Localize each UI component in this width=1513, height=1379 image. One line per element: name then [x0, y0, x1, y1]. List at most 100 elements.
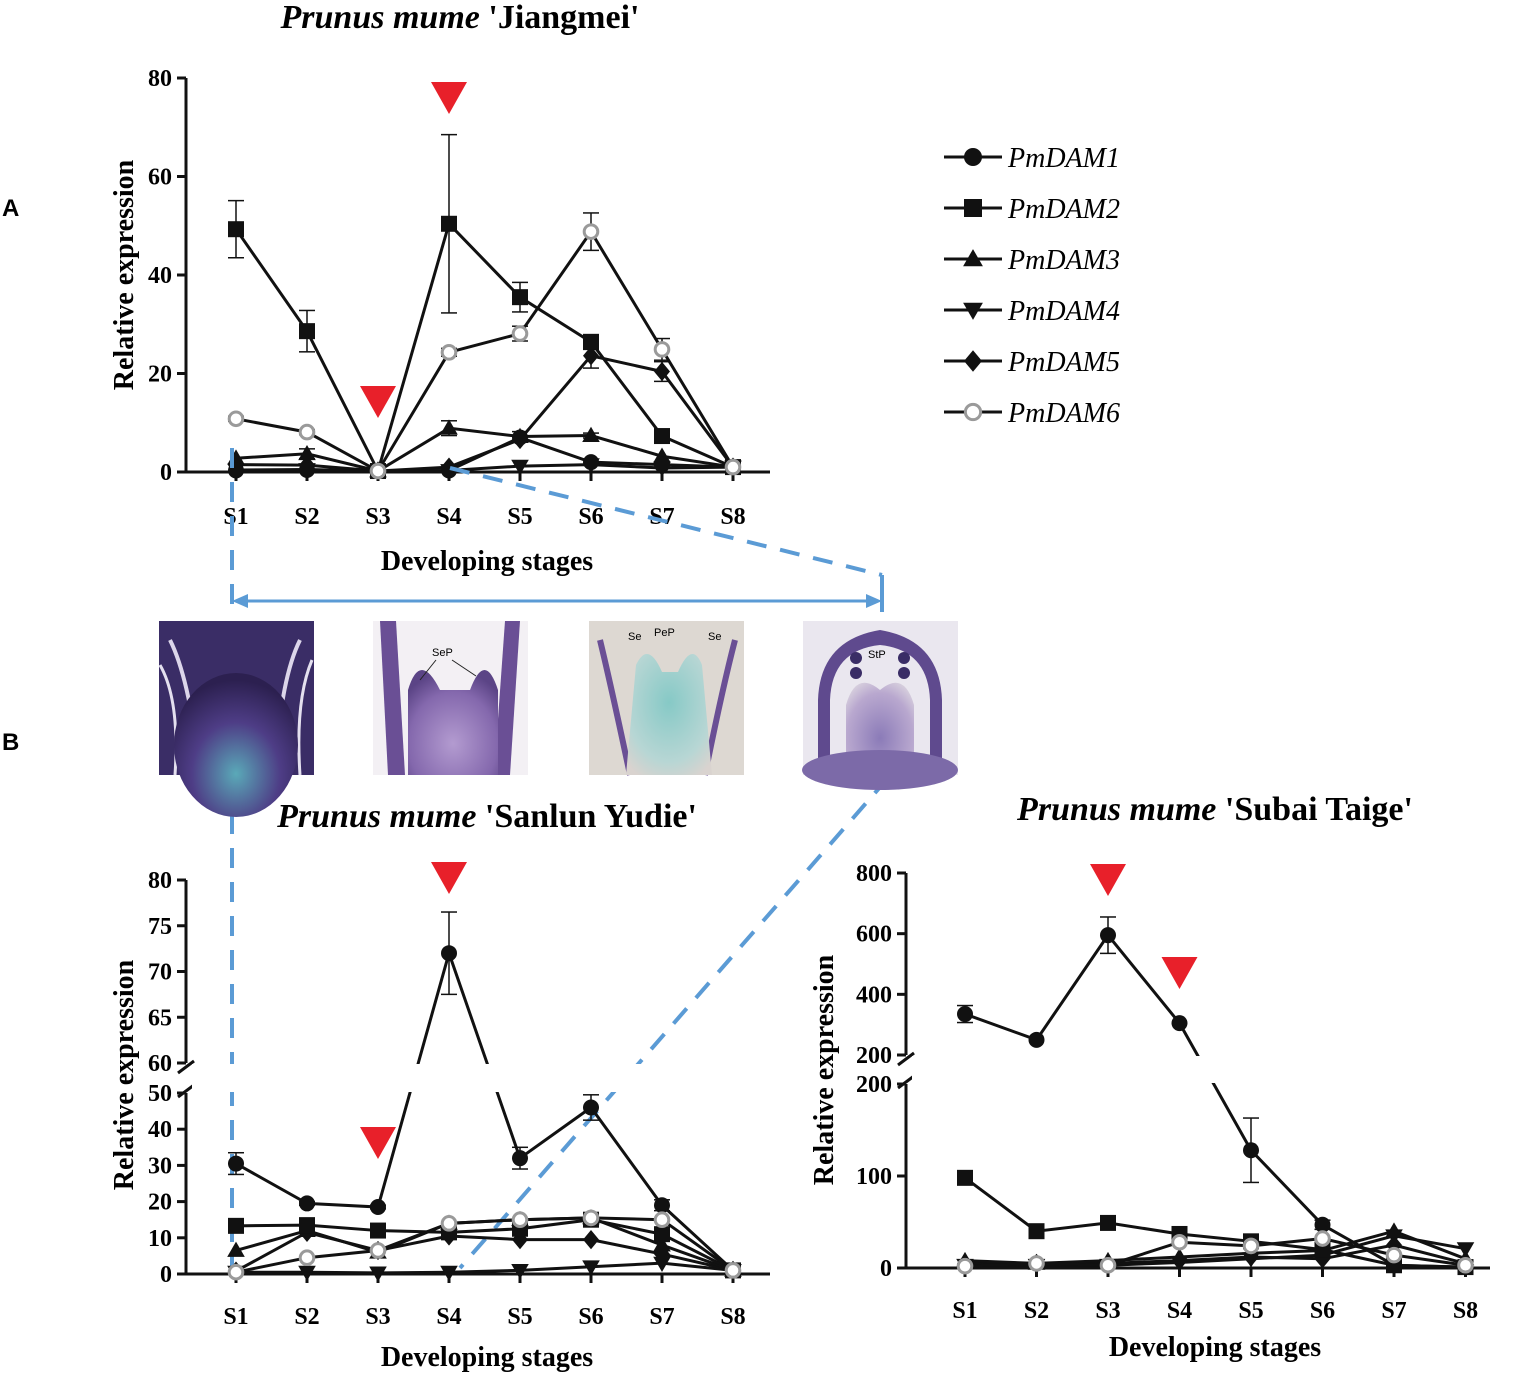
series-line-PmDAM6 — [235, 228, 735, 474]
legend-label-PmDAM1: PmDAM1 — [1007, 143, 1120, 174]
point-PmDAM4-S3-shape — [369, 1266, 387, 1282]
y-tick-label: 40 — [148, 263, 172, 289]
point-PmDAM6-S4 — [440, 344, 458, 361]
point-PmDAM2-S1-shape — [957, 1169, 973, 1186]
point-PmDAM6-S3 — [369, 1242, 387, 1259]
point-PmDAM3-S4-shape — [440, 419, 458, 435]
chart-c-xlabel: Developing stages — [1109, 1332, 1321, 1363]
point-PmDAM2-S3-shape — [1100, 1214, 1116, 1231]
stage-connector — [230, 448, 890, 1270]
series-line-PmDAM2 — [234, 220, 734, 476]
point-PmDAM1-S4-shape — [1171, 1015, 1188, 1032]
point-PmDAM5-S6 — [583, 1230, 599, 1250]
y-tick-label: 0 — [160, 460, 172, 486]
arrow-s4 — [1161, 957, 1198, 989]
point-PmDAM2-S7-shape — [654, 1226, 670, 1243]
point-PmDAM4-S7 — [653, 1256, 671, 1272]
point-PmDAM3-S4-shape — [1170, 1248, 1189, 1264]
point-PmDAM2-S7 — [654, 428, 670, 445]
micrograph-4-label-stp: StP — [868, 649, 886, 661]
y-tick-label: 200 — [856, 1072, 892, 1098]
legend-marker-PmDAM4-shape — [963, 302, 983, 320]
point-PmDAM2-S1 — [228, 221, 244, 238]
point-PmDAM1-S4 — [1171, 1015, 1188, 1032]
y-tick-label: 0 — [160, 1262, 172, 1288]
point-PmDAM1-S2 — [299, 462, 315, 479]
axis-break-gap — [912, 1056, 1496, 1083]
x-tick-label: S2 — [294, 1304, 319, 1330]
point-PmDAM4-S2-shape — [298, 1265, 316, 1281]
y-tick-label: 800 — [856, 861, 892, 887]
legend-label-PmDAM2: PmDAM2 — [1007, 194, 1120, 225]
x-tick-label: S2 — [294, 504, 319, 530]
x-tick-label: S4 — [436, 504, 461, 530]
point-PmDAM2-S3 — [1100, 1214, 1116, 1231]
x-tick-label: S4 — [1167, 1298, 1192, 1324]
chart-a-ylabel: Relative expression — [109, 159, 140, 390]
point-PmDAM6-S6 — [1314, 1230, 1331, 1247]
point-PmDAM6-S4 — [440, 1215, 458, 1232]
point-PmDAM6-S8 — [724, 458, 742, 476]
point-PmDAM6-S1-shape — [227, 410, 245, 428]
point-PmDAM6-S5 — [511, 1211, 529, 1228]
point-PmDAM6-S7-shape — [1385, 1246, 1403, 1264]
point-PmDAM5-S6-shape — [583, 346, 599, 366]
point-PmDAM4-S5 — [511, 1263, 529, 1280]
x-tick-label: S6 — [578, 1304, 603, 1330]
point-PmDAM6-S2-shape — [1028, 1255, 1045, 1272]
axis-break-mark — [177, 1059, 195, 1075]
point-PmDAM4-S8 — [1456, 1242, 1475, 1258]
point-PmDAM2-S5 — [512, 289, 528, 306]
point-PmDAM2-S2 — [299, 323, 315, 340]
point-PmDAM2-S2-shape — [1028, 1223, 1045, 1240]
point-PmDAM1-S3-shape — [370, 1199, 386, 1216]
point-PmDAM6-S6-shape — [1314, 1230, 1331, 1247]
x-tick-label: S5 — [507, 504, 532, 530]
micrograph-2-label-sep: SeP — [432, 647, 453, 659]
point-PmDAM6-S7 — [1385, 1246, 1403, 1264]
arrow-s4 — [431, 82, 467, 114]
legend: PmDAM1 PmDAM2 PmDAM3 PmDAM4 PmDAM5 PmDAM6 — [944, 143, 1120, 429]
point-PmDAM1-S2 — [1028, 1031, 1045, 1048]
point-PmDAM1-S6 — [583, 454, 599, 471]
y-tick-label: 10 — [148, 1226, 172, 1252]
point-PmDAM3-S4 — [440, 419, 458, 435]
point-PmDAM1-S5 — [1243, 1142, 1259, 1159]
chart-c-plot: 0 100 200 200 400 600 800 S1 S2 S3 S4 S5 S6 S7 S8 — [856, 861, 1496, 1324]
point-PmDAM5-S6 — [583, 346, 599, 366]
y-tick-label: 600 — [856, 922, 892, 948]
point-PmDAM6-S3-shape — [369, 1242, 387, 1259]
connector-s4-dash-lower — [458, 776, 890, 1270]
legend-marker-PmDAM6-shape — [963, 402, 983, 422]
point-PmDAM6-S5-shape — [1242, 1237, 1260, 1255]
micrograph-4: StP — [802, 621, 958, 790]
x-tick-label: S1 — [952, 1298, 977, 1324]
series-line-PmDAM3 — [235, 426, 734, 473]
point-PmDAM6-S4 — [1171, 1233, 1188, 1251]
point-PmDAM6-S3-shape — [1099, 1256, 1117, 1274]
point-PmDAM1-S4 — [441, 462, 457, 479]
micrograph-2-pointer-left — [419, 659, 437, 681]
micrographs: SeP Se PeP Se StP — [158, 621, 958, 817]
point-PmDAM6-S8-shape — [724, 1262, 742, 1279]
point-PmDAM6-S5 — [1242, 1237, 1260, 1255]
legend-marker-PmDAM1-shape — [964, 148, 982, 166]
chart-b-plot: 0 10 20 30 40 50 60 65 70 75 80 S1 S2 S3 S4 S5 S6 S7 S8 — [148, 862, 776, 1330]
point-PmDAM6-S7 — [653, 341, 671, 358]
series-line-PmDAM2 — [235, 1218, 734, 1272]
series-line-PmDAM6 — [964, 1237, 1466, 1268]
point-PmDAM1-S3 — [370, 1199, 386, 1216]
x-tick-label: S8 — [720, 1304, 745, 1330]
point-PmDAM3-S2 — [298, 444, 316, 461]
y-tick-label: 70 — [148, 960, 172, 986]
x-tick-label: S7 — [649, 1304, 674, 1330]
point-PmDAM1-S1 — [228, 1155, 244, 1172]
point-PmDAM6-S6 — [582, 223, 600, 240]
point-PmDAM2-S1 — [957, 1169, 973, 1186]
x-tick-label: S6 — [578, 504, 603, 530]
y-tick-label: 80 — [148, 66, 172, 92]
point-PmDAM1-S1-shape — [228, 1155, 244, 1172]
point-PmDAM3-S7 — [1385, 1222, 1403, 1238]
micrograph-3: Se PeP Se — [589, 621, 744, 776]
x-tick-label: S5 — [507, 1304, 532, 1330]
